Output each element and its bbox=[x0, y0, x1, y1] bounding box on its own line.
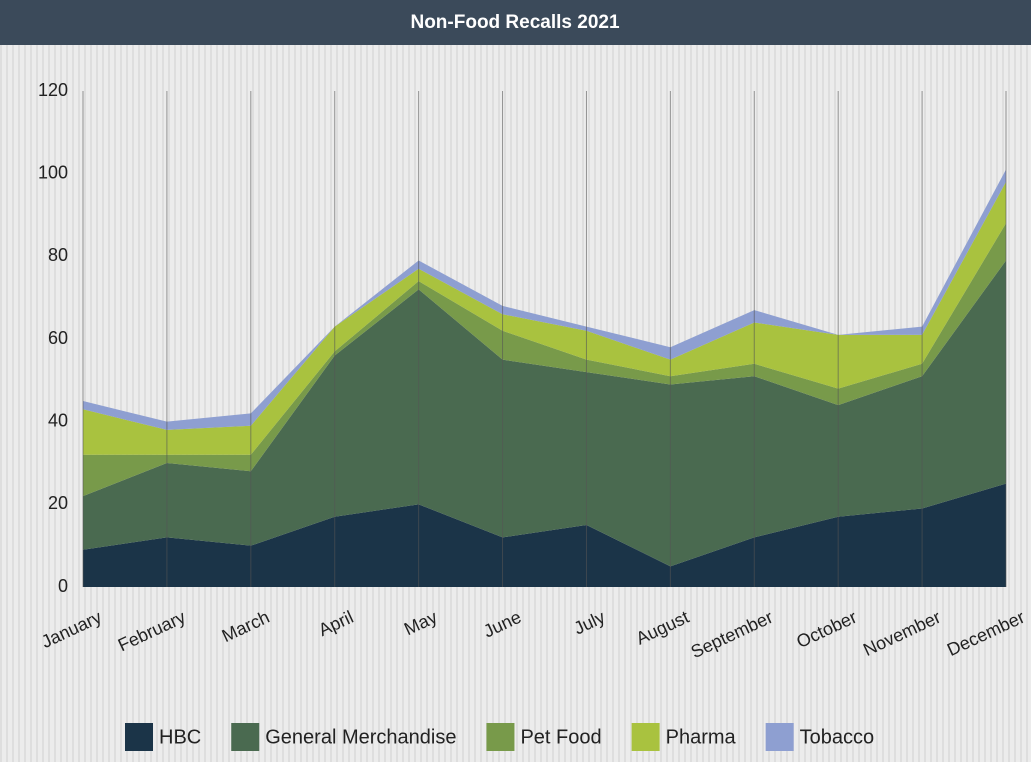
y-tick-label: 80 bbox=[48, 245, 68, 265]
legend-swatch bbox=[631, 723, 660, 751]
area bbox=[83, 223, 1006, 497]
legend-swatch bbox=[765, 723, 794, 751]
legend-label: HBC bbox=[159, 726, 201, 748]
area bbox=[83, 260, 1006, 567]
y-tick-label: 100 bbox=[38, 162, 68, 182]
y-tick-label: 20 bbox=[48, 493, 68, 513]
legend-label: Pharma bbox=[666, 726, 737, 748]
legend-swatch bbox=[486, 723, 515, 751]
area bbox=[83, 483, 1006, 587]
y-tick-label: 40 bbox=[48, 410, 68, 430]
y-tick-label: 120 bbox=[38, 80, 68, 100]
legend-swatch bbox=[231, 723, 260, 751]
chart-title: Non-Food Recalls 2021 bbox=[410, 12, 619, 33]
legend-label: Pet Food bbox=[520, 726, 601, 748]
legend-swatch bbox=[125, 723, 153, 751]
header-bar bbox=[0, 0, 1031, 45]
legend-label: General Merchandise bbox=[265, 726, 456, 748]
y-tick-label: 0 bbox=[58, 576, 68, 596]
y-tick-label: 60 bbox=[48, 328, 68, 348]
legend-label: Tobacco bbox=[800, 726, 875, 748]
